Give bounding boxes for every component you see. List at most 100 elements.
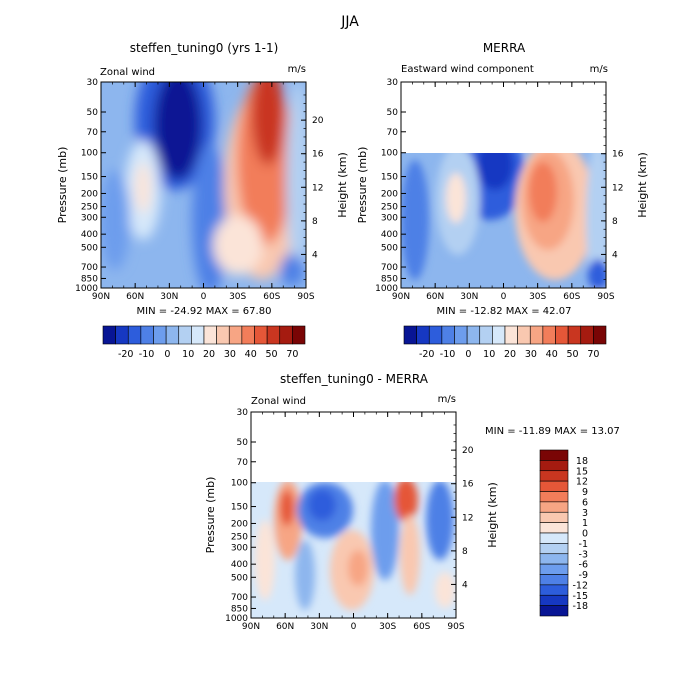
colorbar-label: -18 xyxy=(572,601,588,612)
panel-title: steffen_tuning0 - MERRA xyxy=(280,372,429,386)
colorbar-label: 70 xyxy=(587,349,599,360)
panel-title: steffen_tuning0 (yrs 1-1) xyxy=(130,41,279,55)
colorbar-label: 9 xyxy=(582,487,588,498)
colorbar-swatch xyxy=(178,325,192,345)
colorbar-label: 0 xyxy=(164,349,170,360)
x-tick-label: 90S xyxy=(297,292,314,302)
units-label: m/s xyxy=(590,64,608,75)
x-tick-label: 90S xyxy=(447,622,464,632)
x-tick-label: 60N xyxy=(126,292,144,302)
y-tick-label: 400 xyxy=(381,230,398,240)
colorbar-swatch xyxy=(216,325,230,345)
panel-difference: steffen_tuning0 - MERRA Zonal wind m/s xyxy=(204,372,620,632)
y-tick-label: 150 xyxy=(231,503,248,513)
colorbar-swatch xyxy=(539,594,569,606)
colorbar-swatch xyxy=(539,470,569,482)
colorbar-swatch xyxy=(593,325,607,345)
y-tick-label: 500 xyxy=(81,243,98,253)
colorbar-swatch xyxy=(241,325,255,345)
colorbar-swatch xyxy=(403,325,417,345)
y-tick-label: 1000 xyxy=(75,284,98,294)
colorbar-label: 40 xyxy=(245,349,257,360)
x-tick-label: 30S xyxy=(529,292,546,302)
colorbar-label: -12 xyxy=(572,580,588,591)
y-tick-label: 250 xyxy=(381,203,398,213)
colorbar-swatch xyxy=(127,325,142,345)
colorbar-label: 6 xyxy=(582,497,588,508)
colorbar-label: -10 xyxy=(440,349,456,360)
colorbar-label: 40 xyxy=(546,349,558,360)
y-tick-label: 100 xyxy=(381,149,398,159)
x-tick-label: 60S xyxy=(563,292,580,302)
field-shading xyxy=(101,82,306,288)
colorbar-swatch xyxy=(555,325,569,345)
colorbar-swatch xyxy=(492,325,506,345)
colorbar-label: 0 xyxy=(465,349,471,360)
x-tick-label: 60N xyxy=(426,292,444,302)
y-tick-label: 300 xyxy=(81,213,98,223)
colorbar-swatch xyxy=(279,325,293,345)
height-tick-label: 8 xyxy=(312,217,318,227)
y-tick-label: 30 xyxy=(387,78,399,88)
colorbar-label: -3 xyxy=(579,549,588,560)
colorbar-swatch xyxy=(203,325,217,345)
contour-field xyxy=(401,153,606,288)
height-tick-label: 16 xyxy=(312,150,324,160)
x-tick-label: 0 xyxy=(501,292,507,302)
colorbar-swatch xyxy=(539,584,569,596)
colorbar-label: 18 xyxy=(576,456,588,467)
colorbar: -20 -10 0 10 20 30 40 50 70 xyxy=(403,325,607,360)
colorbar-label: 70 xyxy=(286,349,298,360)
x-tick-label: 0 xyxy=(351,622,357,632)
colorbar-swatch xyxy=(140,325,154,345)
y-tick-label: 850 xyxy=(81,274,98,284)
axes: 90N 60N 30N 0 30S 60S 90S 30 50 70 100 150 200 250300… xyxy=(225,408,474,632)
field-shading xyxy=(255,482,455,610)
contour-field xyxy=(101,82,306,288)
colorbar-swatch xyxy=(153,325,167,345)
height-tick-label: 4 xyxy=(462,580,468,590)
y-tick-label: 200 xyxy=(381,189,398,199)
height-tick-label: 8 xyxy=(612,217,618,227)
y-tick-label: 400 xyxy=(231,560,248,570)
colorbar-swatch xyxy=(165,325,180,345)
y-tick-label: 70 xyxy=(237,458,249,468)
y-tick-label: 100 xyxy=(231,479,248,489)
y-tick-label: 500 xyxy=(231,573,248,583)
y-tick-label: 200 xyxy=(231,519,248,529)
y-tick-label: 50 xyxy=(237,438,249,448)
colorbar-label: 1 xyxy=(582,518,588,529)
height-tick-label: 16 xyxy=(612,150,624,160)
colorbar-label: -15 xyxy=(572,591,588,602)
y-tick-label: 150 xyxy=(381,173,398,183)
y-tick-label: 700 xyxy=(231,593,248,603)
y-tick-label: 250 xyxy=(231,533,248,543)
colorbar-label: 50 xyxy=(265,349,277,360)
colorbar-label: -9 xyxy=(579,570,588,581)
colorbar-swatch xyxy=(539,574,569,586)
colorbar-swatch xyxy=(466,325,481,345)
height-tick-label: 8 xyxy=(462,547,468,557)
y-tick-label: 50 xyxy=(87,108,99,118)
colorbar-swatch xyxy=(539,480,569,492)
colorbar-swatch xyxy=(428,325,443,345)
height-tick-label: 16 xyxy=(462,480,474,490)
colorbar-label: 0 xyxy=(582,529,588,540)
y-axis-label: Pressure (mb) xyxy=(204,477,217,554)
colorbar-label: 10 xyxy=(483,349,495,360)
y-tick-label: 70 xyxy=(387,128,399,138)
x-tick-label: 90N xyxy=(92,292,110,302)
height-tick-label: 20 xyxy=(462,446,474,456)
colorbar-label: 30 xyxy=(224,349,236,360)
panel-model: steffen_tuning0 (yrs 1-1) Zonal wind m/s… xyxy=(56,41,349,360)
colorbar-swatch xyxy=(292,325,306,345)
y-tick-label: 200 xyxy=(81,189,98,199)
y-tick-label: 500 xyxy=(381,243,398,253)
height-tick-label: 12 xyxy=(312,183,323,193)
colorbar-swatch xyxy=(539,491,569,503)
colorbar-swatch xyxy=(539,511,569,523)
colorbar-swatch xyxy=(102,325,116,345)
colorbar-swatch xyxy=(567,325,582,345)
colorbar-label: 3 xyxy=(582,508,588,519)
